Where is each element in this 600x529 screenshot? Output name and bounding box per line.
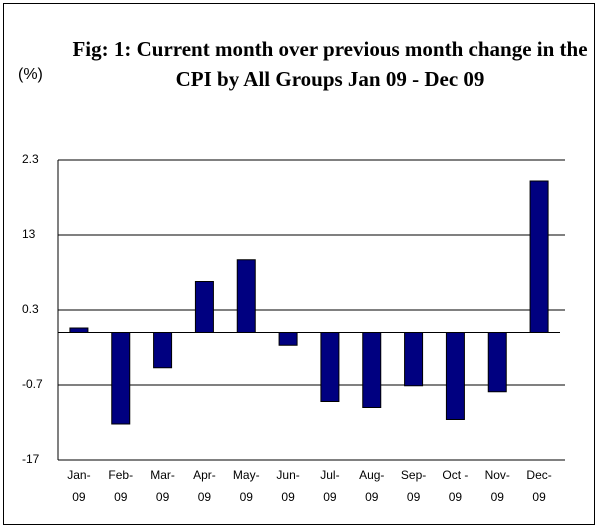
y-tick-label: -17	[22, 452, 40, 466]
x-tick-label: Jul- 09	[320, 468, 340, 504]
bar	[69, 327, 89, 333]
x-tick-label: Jun- 09	[276, 468, 300, 504]
x-tick-label: Nov- 09	[484, 468, 510, 504]
bar	[236, 259, 256, 333]
y-tick-label: 0.3	[22, 302, 39, 316]
y-axis-label: (%)	[18, 66, 43, 83]
chart-border	[3, 3, 595, 525]
bar	[529, 180, 549, 333]
x-tick-label: Mar- 09	[150, 468, 175, 504]
bar	[404, 332, 424, 387]
bar	[445, 332, 465, 420]
bar	[111, 332, 131, 425]
y-tick-label: 13	[22, 227, 36, 241]
x-tick-label: Apr- 09	[193, 468, 216, 504]
bar	[320, 332, 340, 402]
chart-title: Fig: 1: Current month over previous mont…	[72, 37, 588, 91]
x-tick-label: May- 09	[232, 468, 260, 504]
x-tick-label: Jan- 09	[67, 468, 91, 504]
bar	[278, 332, 298, 346]
bar	[194, 281, 214, 333]
x-tick-label: Oct - 09	[442, 468, 469, 504]
x-tick-label: Dec- 09	[526, 468, 552, 504]
x-tick-label: Sep- 09	[400, 468, 427, 504]
x-tick-label: Feb- 09	[108, 468, 134, 504]
bar	[487, 332, 507, 393]
y-tick-label: 2.3	[22, 152, 39, 166]
bar	[362, 332, 382, 408]
x-tick-label: Aug- 09	[359, 468, 385, 504]
y-tick-label: -0.7	[22, 377, 43, 391]
bar	[153, 332, 173, 369]
